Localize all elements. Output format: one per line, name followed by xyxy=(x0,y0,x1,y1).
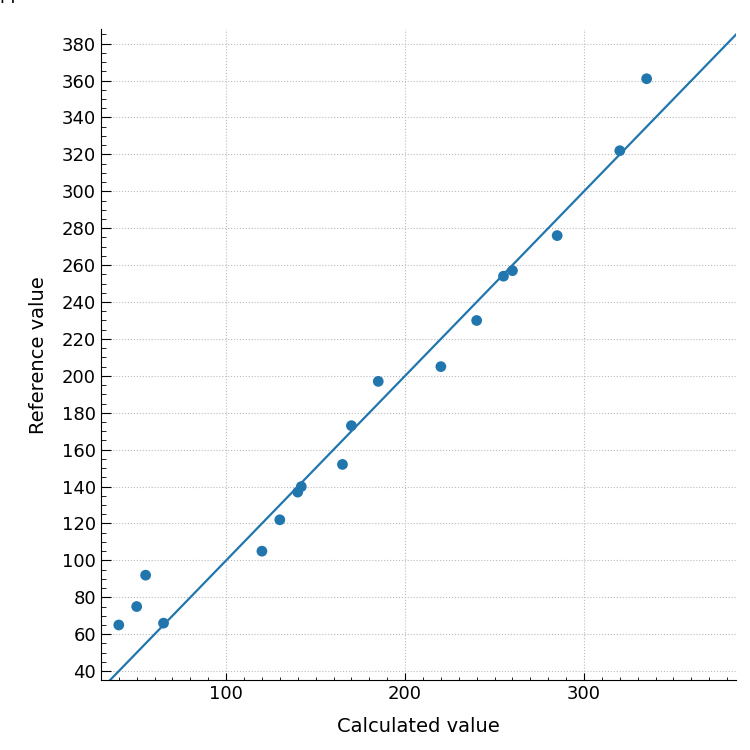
Point xyxy=(158,617,170,629)
Point xyxy=(112,619,125,631)
Point xyxy=(497,270,509,282)
Text: ppm: ppm xyxy=(0,0,40,3)
Point xyxy=(337,458,349,470)
Point xyxy=(551,230,563,242)
Point xyxy=(372,376,384,388)
Point xyxy=(140,569,152,581)
Point xyxy=(614,145,626,157)
X-axis label: Calculated value: Calculated value xyxy=(338,717,500,736)
Point xyxy=(292,486,304,498)
Point xyxy=(506,265,518,277)
Point xyxy=(435,361,447,373)
Point xyxy=(130,601,142,613)
Y-axis label: Reference value: Reference value xyxy=(29,276,48,434)
Point xyxy=(274,514,286,526)
Point xyxy=(346,420,358,432)
Point xyxy=(256,545,268,557)
Point xyxy=(296,481,307,493)
Point xyxy=(640,73,652,85)
Point xyxy=(471,314,483,326)
